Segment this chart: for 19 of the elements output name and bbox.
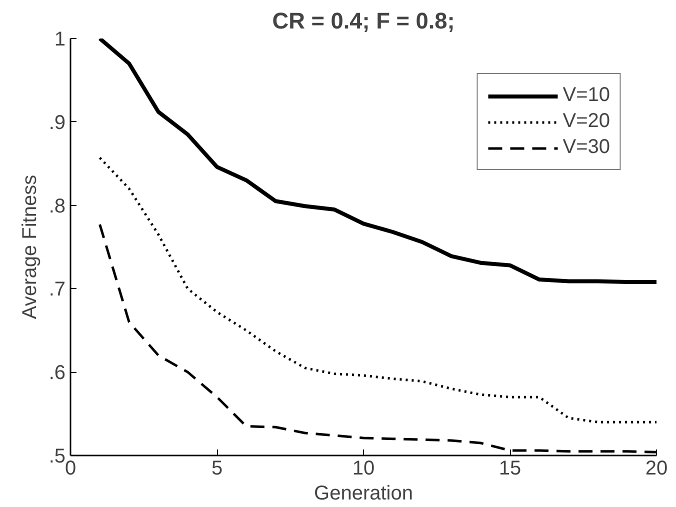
y-tick-label: .5 (48, 446, 66, 468)
y-tick-label: .8 (48, 195, 66, 218)
legend-label: V=10 (562, 84, 610, 107)
x-axis-title: Generation (314, 482, 413, 504)
y-axis-title: Average Fitness (18, 174, 41, 320)
x-tick-label: 5 (211, 458, 223, 480)
y-tick-label: .9 (48, 112, 66, 134)
y-tick-label: .7 (48, 278, 66, 301)
line-series (98, 38, 656, 284)
y-tick-label: .6 (48, 362, 66, 384)
legend-label: V=30 (562, 136, 610, 159)
x-tick-label: 20 (645, 458, 668, 480)
chart-title: CR = 0.4; F = 0.8; (272, 8, 455, 34)
x-tick-label: 0 (64, 458, 76, 480)
x-tick-label: 15 (498, 458, 522, 480)
x-tick-label: 10 (352, 458, 375, 480)
legend-label: V=20 (562, 110, 610, 133)
y-tick-label: 1 (54, 28, 66, 50)
line-series (98, 156, 656, 424)
